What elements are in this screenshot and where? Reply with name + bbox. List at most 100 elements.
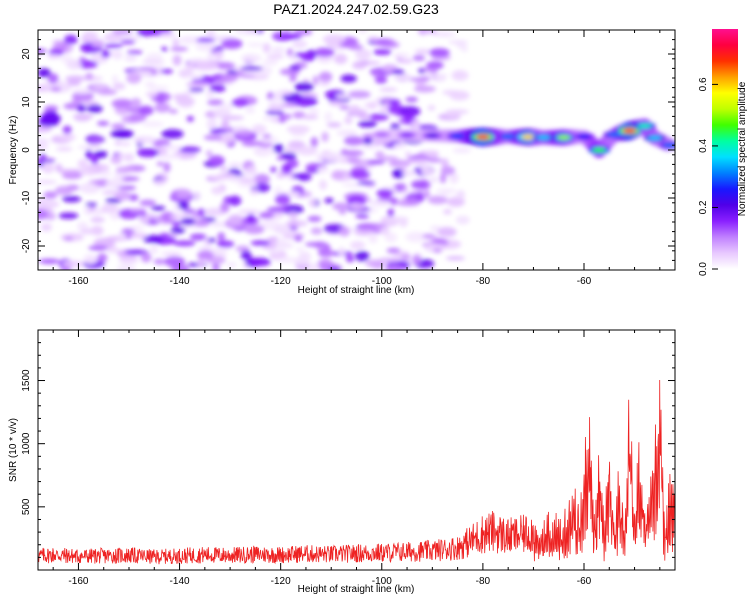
heatmap-cell (171, 188, 193, 199)
heatmap-cell (120, 39, 136, 45)
heatmap-cell (150, 205, 166, 211)
heatmap-cell (220, 38, 243, 50)
x-tick-label: -140 (170, 576, 190, 587)
heatmap-cell (220, 202, 230, 213)
heatmap-cell (357, 30, 368, 34)
heatmap-cell (118, 256, 139, 264)
heatmap-cell (293, 30, 313, 36)
heatmap-cell (448, 40, 469, 45)
heatmap-cell (387, 208, 395, 218)
signal-peak (374, 132, 389, 138)
heatmap-cell (276, 256, 299, 264)
colorbar-tick-label: 0.0 (698, 262, 709, 276)
heatmap-cell (340, 74, 357, 83)
heatmap-cell (253, 173, 270, 185)
heatmap-cell (336, 129, 358, 137)
heatmap-cell (43, 191, 58, 199)
heatmap-cell (101, 49, 111, 58)
heatmap-cell (426, 158, 443, 163)
heatmap-cell (258, 211, 275, 219)
heatmap-cell (410, 180, 428, 190)
heatmap-cell (216, 240, 235, 248)
snr-panel: -160 -140 -120 -100 -80 -60 500 1000 1500 Height… (8, 329, 676, 595)
heatmap-cell (274, 193, 291, 205)
heatmap-cell (121, 176, 140, 181)
y-tick-label: 20 (21, 48, 32, 60)
heatmap-cell (65, 75, 86, 82)
heatmap-cell (214, 62, 236, 70)
heatmap-cell (208, 155, 225, 166)
heatmap-cell (405, 231, 426, 243)
signal-peak (521, 134, 536, 140)
heatmap-cell (215, 132, 236, 144)
heatmap-cell (220, 115, 245, 121)
heatmap-cell (404, 151, 412, 158)
heatmap-cell (157, 153, 181, 160)
heatmap-cell (432, 248, 443, 253)
heatmap-cell (66, 79, 81, 87)
heatmap-cell (386, 247, 401, 254)
heatmap-cell (449, 172, 459, 184)
heatmap-cell (44, 105, 59, 112)
heatmap-cell (424, 150, 440, 157)
heatmap-cell (60, 266, 72, 270)
heatmap-cell (111, 30, 133, 35)
heatmap-cell (314, 47, 335, 58)
heatmap-cell (291, 173, 307, 180)
heatmap-cell (214, 50, 224, 60)
heatmap-cell (379, 87, 398, 92)
heatmap-cell (352, 61, 367, 70)
heatmap-cell (452, 147, 472, 154)
heatmap-cell (440, 165, 456, 176)
heatmap-cell (180, 217, 196, 226)
heatmap-cell (238, 209, 261, 215)
heatmap-cell (381, 64, 398, 73)
heatmap-cell (294, 234, 303, 242)
heatmap-cell (220, 73, 239, 82)
heatmap-cell (105, 178, 123, 189)
heatmap-cell (161, 251, 182, 257)
heatmap-cell (426, 61, 444, 70)
heatmap-cell (298, 251, 311, 263)
heatmap-cell (227, 262, 237, 268)
heatmap-cell (109, 211, 121, 220)
heatmap-cell (411, 119, 419, 127)
heatmap-cell (61, 195, 82, 203)
heatmap-cell (365, 259, 384, 268)
x-tick-label: -80 (476, 276, 491, 287)
heatmap-cell (374, 75, 388, 84)
heatmap-cell (142, 234, 165, 244)
heatmap-cell (197, 245, 214, 251)
heatmap-cell (405, 96, 418, 103)
heatmap-cell (283, 113, 292, 120)
heatmap-cell (112, 82, 126, 90)
heatmap-cell (173, 240, 196, 247)
heatmap-cell (282, 90, 292, 96)
signal-peak (622, 128, 637, 134)
heatmap-cell (241, 140, 262, 147)
heatmap-cell (185, 62, 195, 71)
heatmap-cell (120, 141, 131, 147)
heatmap-cell (63, 34, 78, 45)
heatmap-cell (205, 30, 216, 39)
heatmap-cell (357, 120, 378, 128)
heatmap-cell (42, 81, 50, 87)
heatmap-cell (171, 220, 182, 227)
heatmap-cell (153, 258, 166, 265)
heatmap-cell (159, 232, 170, 238)
heatmap-cell (231, 98, 249, 107)
colorbar-tick-label: 0.4 (698, 139, 709, 153)
heatmap-cell (278, 33, 302, 40)
heatmap-cell (144, 81, 156, 88)
heatmap-cell (365, 61, 381, 66)
heatmap-cell (307, 264, 320, 270)
heatmap-cell (310, 136, 318, 148)
heatmap-cell (58, 212, 79, 220)
heatmap-cell (333, 53, 348, 65)
heatmap-cell (393, 143, 403, 149)
heatmap-cell (380, 226, 390, 236)
heatmap-cell (262, 133, 272, 139)
heatmap-cell (417, 161, 429, 169)
heatmap-cell (340, 150, 364, 156)
